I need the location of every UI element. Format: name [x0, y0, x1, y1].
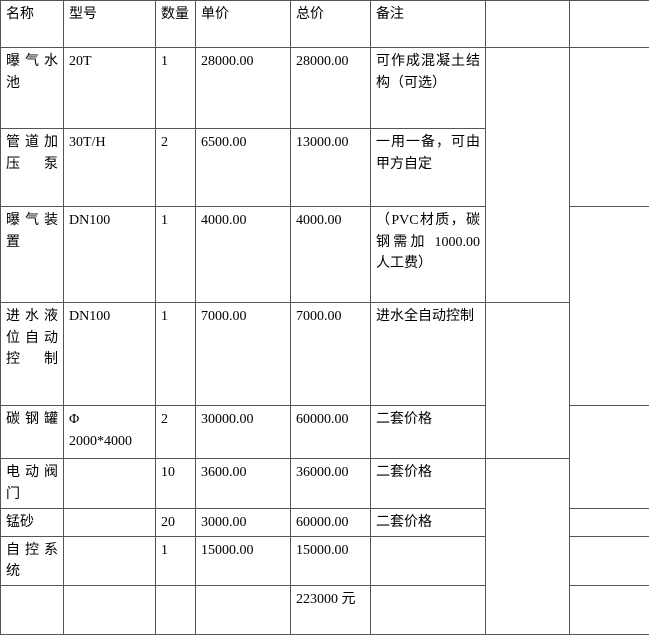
table-row: 曝气水池 20T 1 28000.00 28000.00 可作成混凝土结构（可选…: [1, 48, 649, 129]
cell-name: 进水液位自动控制: [1, 303, 64, 406]
cell-remark: [371, 586, 486, 635]
cell-unit-price: 6500.00: [196, 129, 291, 207]
cell-model: [64, 509, 156, 537]
cell-unit-price: [196, 586, 291, 635]
cell-blank-1: [486, 459, 570, 635]
header-cell-quantity: 数量: [156, 1, 196, 48]
cell-blank-2: [570, 509, 649, 537]
cell-blank-2: [570, 207, 649, 406]
table-row: 电动阀门 10 3600.00 36000.00 二套价格: [1, 459, 649, 509]
cell-total-price: 7000.00: [291, 303, 371, 406]
cell-unit-price: 30000.00: [196, 406, 291, 459]
cell-unit-price: 15000.00: [196, 536, 291, 585]
cell-name: 曝气水池: [1, 48, 64, 129]
cell-model: [64, 586, 156, 635]
cell-name: 自控系统: [1, 536, 64, 585]
cell-model: [64, 459, 156, 509]
cell-remark: （PVC材质，碳钢需加 1000.00人工费）: [371, 207, 486, 303]
cell-unit-price: 7000.00: [196, 303, 291, 406]
cell-blank-2: [570, 586, 649, 635]
cell-quantity: 2: [156, 406, 196, 459]
cell-blank-2: [570, 406, 649, 509]
cell-blank-2: [570, 48, 649, 207]
table-header-row: 名称 型号 数量 单价 总价 备注: [1, 1, 649, 48]
model-line-1: Φ: [69, 412, 79, 427]
cell-model: [64, 536, 156, 585]
cell-remark: 二套价格: [371, 459, 486, 509]
table-row: 进水液位自动控制 DN100 1 7000.00 7000.00 进水全自动控制: [1, 303, 649, 406]
cell-remark: [371, 536, 486, 585]
header-cell-model: 型号: [64, 1, 156, 48]
header-cell-unit-price: 单价: [196, 1, 291, 48]
cell-name: 管道加压泵: [1, 129, 64, 207]
cell-model: Φ 2000*4000: [64, 406, 156, 459]
cell-model: DN100: [64, 207, 156, 303]
header-cell-name: 名称: [1, 1, 64, 48]
cell-model: DN100: [64, 303, 156, 406]
cell-name: [1, 586, 64, 635]
cell-grand-total: 223000 元: [291, 586, 371, 635]
cell-remark: 一用一备，可由甲方自定: [371, 129, 486, 207]
cell-remark: 二套价格: [371, 406, 486, 459]
cell-name: 锰砂: [1, 509, 64, 537]
cell-total-price: 60000.00: [291, 509, 371, 537]
cell-blank-1: [486, 48, 570, 303]
cell-remark: 可作成混凝土结构（可选）: [371, 48, 486, 129]
cell-quantity: 1: [156, 48, 196, 129]
header-cell-total-price: 总价: [291, 1, 371, 48]
cell-total-price: 4000.00: [291, 207, 371, 303]
cell-quantity: [156, 586, 196, 635]
cell-remark: 进水全自动控制: [371, 303, 486, 406]
cell-model: 30T/H: [64, 129, 156, 207]
cell-unit-price: 3000.00: [196, 509, 291, 537]
cell-unit-price: 28000.00: [196, 48, 291, 129]
cell-name: 曝气装置: [1, 207, 64, 303]
model-line-2: 2000*4000: [69, 434, 132, 449]
cell-quantity: 20: [156, 509, 196, 537]
cell-unit-price: 4000.00: [196, 207, 291, 303]
cell-quantity: 10: [156, 459, 196, 509]
cell-total-price: 36000.00: [291, 459, 371, 509]
cell-quantity: 1: [156, 207, 196, 303]
header-cell-remark: 备注: [371, 1, 486, 48]
cell-quantity: 2: [156, 129, 196, 207]
cell-total-price: 28000.00: [291, 48, 371, 129]
cell-total-price: 60000.00: [291, 406, 371, 459]
cell-quantity: 1: [156, 303, 196, 406]
cell-blank-2: [570, 536, 649, 585]
cell-name: 电动阀门: [1, 459, 64, 509]
cell-total-price: 15000.00: [291, 536, 371, 585]
header-cell-blank-1: [486, 1, 570, 48]
cell-quantity: 1: [156, 536, 196, 585]
cell-unit-price: 3600.00: [196, 459, 291, 509]
cell-remark: 二套价格: [371, 509, 486, 537]
header-cell-blank-2: [570, 1, 649, 48]
cell-total-price: 13000.00: [291, 129, 371, 207]
cell-blank-1: [486, 303, 570, 459]
cell-model: 20T: [64, 48, 156, 129]
cell-name: 碳钢罐: [1, 406, 64, 459]
